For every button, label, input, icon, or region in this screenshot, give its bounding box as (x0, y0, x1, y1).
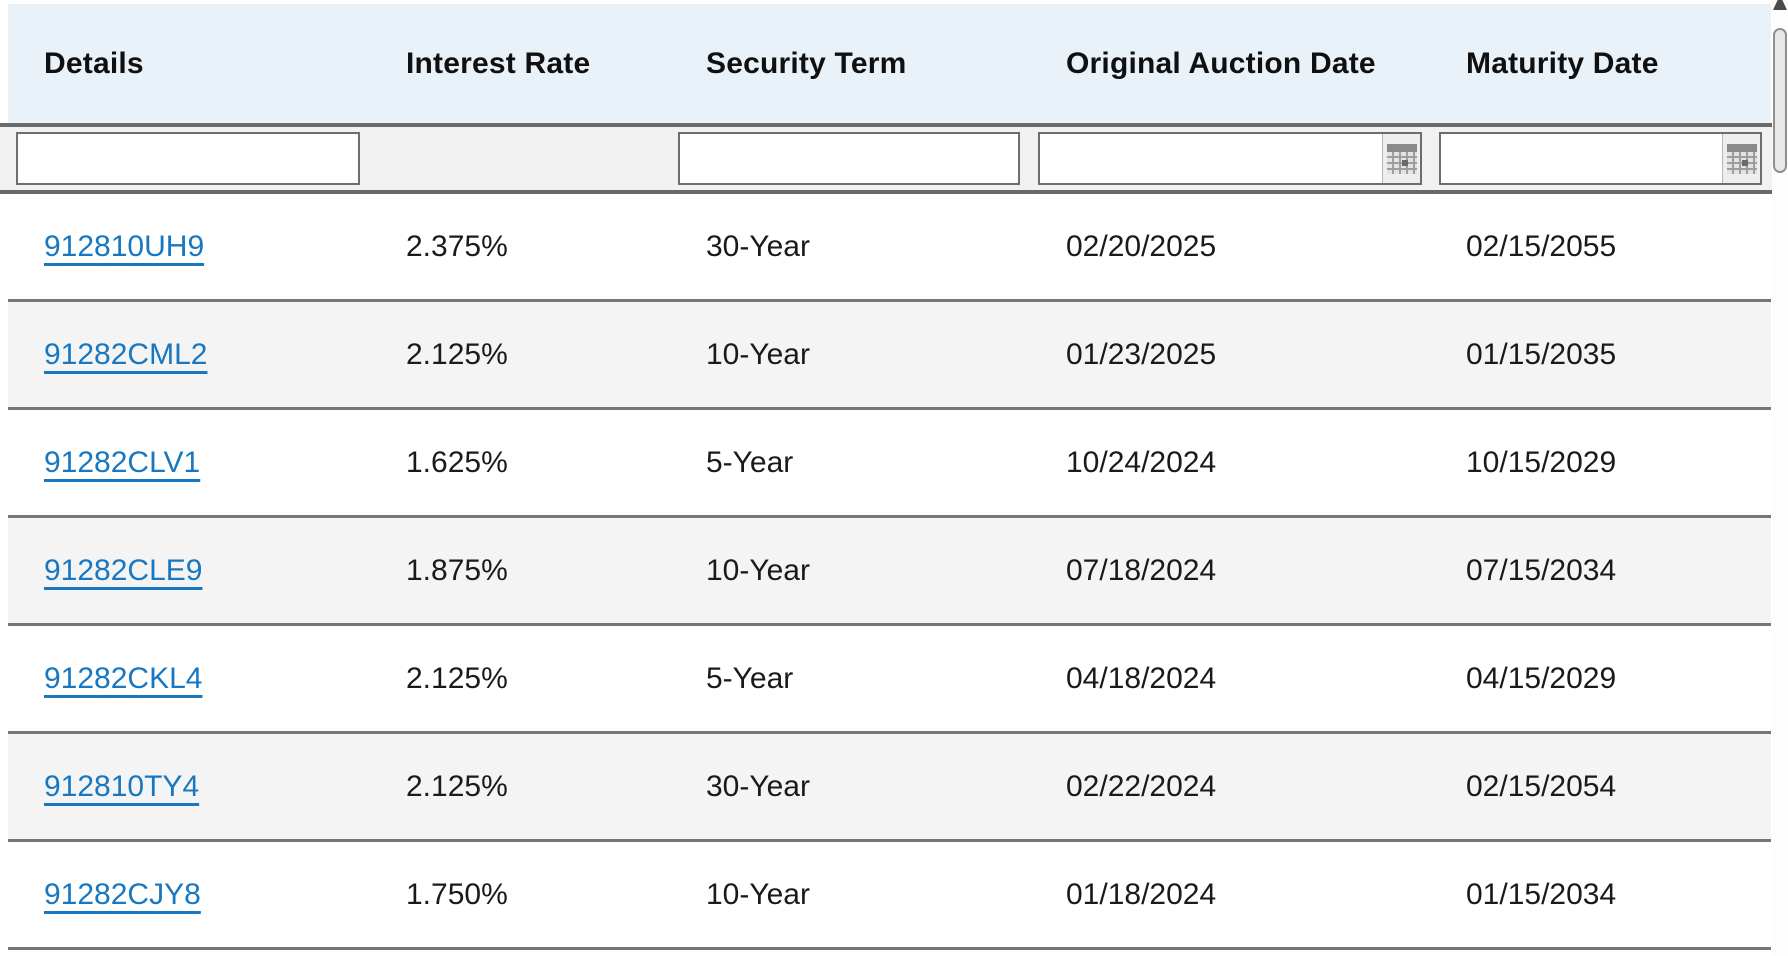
security-term-filter-input[interactable] (680, 134, 1018, 183)
calendar-icon (1726, 143, 1757, 174)
original-auction-date-cell: 04/18/2024 (1066, 661, 1217, 695)
table-row: 91282CLV1 1.625% 5-Year 10/24/2024 10/15… (8, 410, 1771, 518)
interest-rate-cell: 1.875% (406, 553, 508, 587)
cusip-link[interactable]: 91282CLV1 (44, 445, 201, 479)
table-body: 912810UH9 2.375% 30-Year 02/20/2025 02/1… (8, 194, 1771, 950)
table-row: 91282CML2 2.125% 10-Year 01/23/2025 01/1… (8, 302, 1771, 410)
vertical-scrollbar[interactable] (1772, 0, 1788, 956)
column-header-interest-rate: Interest Rate (406, 46, 591, 80)
table-row: 912810UH9 2.375% 30-Year 02/20/2025 02/1… (8, 194, 1771, 302)
details-filter-input[interactable] (18, 134, 358, 183)
table-row: 91282CLE9 1.875% 10-Year 07/18/2024 07/1… (8, 518, 1771, 626)
original-auction-date-cell: 01/18/2024 (1066, 877, 1217, 911)
maturity-date-cell: 02/15/2054 (1466, 769, 1617, 803)
security-term-cell: 30-Year (706, 229, 810, 263)
table-row: 912810TY4 2.125% 30-Year 02/22/2024 02/1… (8, 734, 1771, 842)
table-row: 91282CJY8 1.750% 10-Year 01/18/2024 01/1… (8, 842, 1771, 950)
calendar-icon (1386, 143, 1417, 174)
security-term-cell: 10-Year (706, 553, 810, 587)
table-header-row: Details Interest Rate Security Term Orig… (8, 4, 1771, 123)
column-header-security-term: Security Term (706, 46, 907, 80)
maturity-date-cell: 10/15/2029 (1466, 445, 1617, 479)
original-auction-date-cell: 02/22/2024 (1066, 769, 1217, 803)
original-auction-date-cell: 01/23/2025 (1066, 337, 1217, 371)
interest-rate-cell: 2.125% (406, 661, 508, 695)
security-term-cell: 30-Year (706, 769, 810, 803)
table-filter-row (0, 123, 1772, 194)
original-auction-date-filter (1038, 132, 1422, 185)
table-row: 91282CKL4 2.125% 5-Year 04/18/2024 04/15… (8, 626, 1771, 734)
original-auction-date-calendar-button[interactable] (1382, 134, 1420, 183)
maturity-date-cell: 01/15/2035 (1466, 337, 1617, 371)
maturity-date-cell: 04/15/2029 (1466, 661, 1617, 695)
security-term-filter (678, 132, 1020, 185)
maturity-date-filter (1439, 132, 1762, 185)
original-auction-date-cell: 10/24/2024 (1066, 445, 1217, 479)
column-header-original-auction-date: Original Auction Date (1066, 46, 1376, 80)
interest-rate-cell: 1.625% (406, 445, 508, 479)
maturity-date-cell: 01/15/2034 (1466, 877, 1617, 911)
interest-rate-cell: 1.750% (406, 877, 508, 911)
cusip-link[interactable]: 91282CML2 (44, 337, 208, 371)
security-term-cell: 10-Year (706, 337, 810, 371)
column-header-maturity-date: Maturity Date (1466, 46, 1659, 80)
maturity-date-cell: 02/15/2055 (1466, 229, 1617, 263)
maturity-date-calendar-button[interactable] (1722, 134, 1760, 183)
cusip-link[interactable]: 91282CKL4 (44, 661, 203, 695)
original-auction-date-cell: 02/20/2025 (1066, 229, 1217, 263)
security-term-cell: 5-Year (706, 661, 794, 695)
cusip-link[interactable]: 912810TY4 (44, 769, 200, 803)
interest-rate-cell: 2.375% (406, 229, 508, 263)
cusip-link[interactable]: 912810UH9 (44, 229, 205, 263)
cusip-link[interactable]: 91282CJY8 (44, 877, 201, 911)
original-auction-date-filter-input[interactable] (1040, 134, 1382, 183)
scrollbar-up-arrow-icon[interactable] (1772, 0, 1788, 18)
security-term-cell: 5-Year (706, 445, 794, 479)
original-auction-date-cell: 07/18/2024 (1066, 553, 1217, 587)
scrollbar-thumb[interactable] (1773, 28, 1787, 173)
security-term-cell: 10-Year (706, 877, 810, 911)
interest-rate-cell: 2.125% (406, 769, 508, 803)
maturity-date-filter-input[interactable] (1441, 134, 1722, 183)
column-header-details: Details (44, 46, 144, 80)
details-filter (16, 132, 360, 185)
interest-rate-cell: 2.125% (406, 337, 508, 371)
maturity-date-cell: 07/15/2034 (1466, 553, 1617, 587)
cusip-link[interactable]: 91282CLE9 (44, 553, 203, 587)
